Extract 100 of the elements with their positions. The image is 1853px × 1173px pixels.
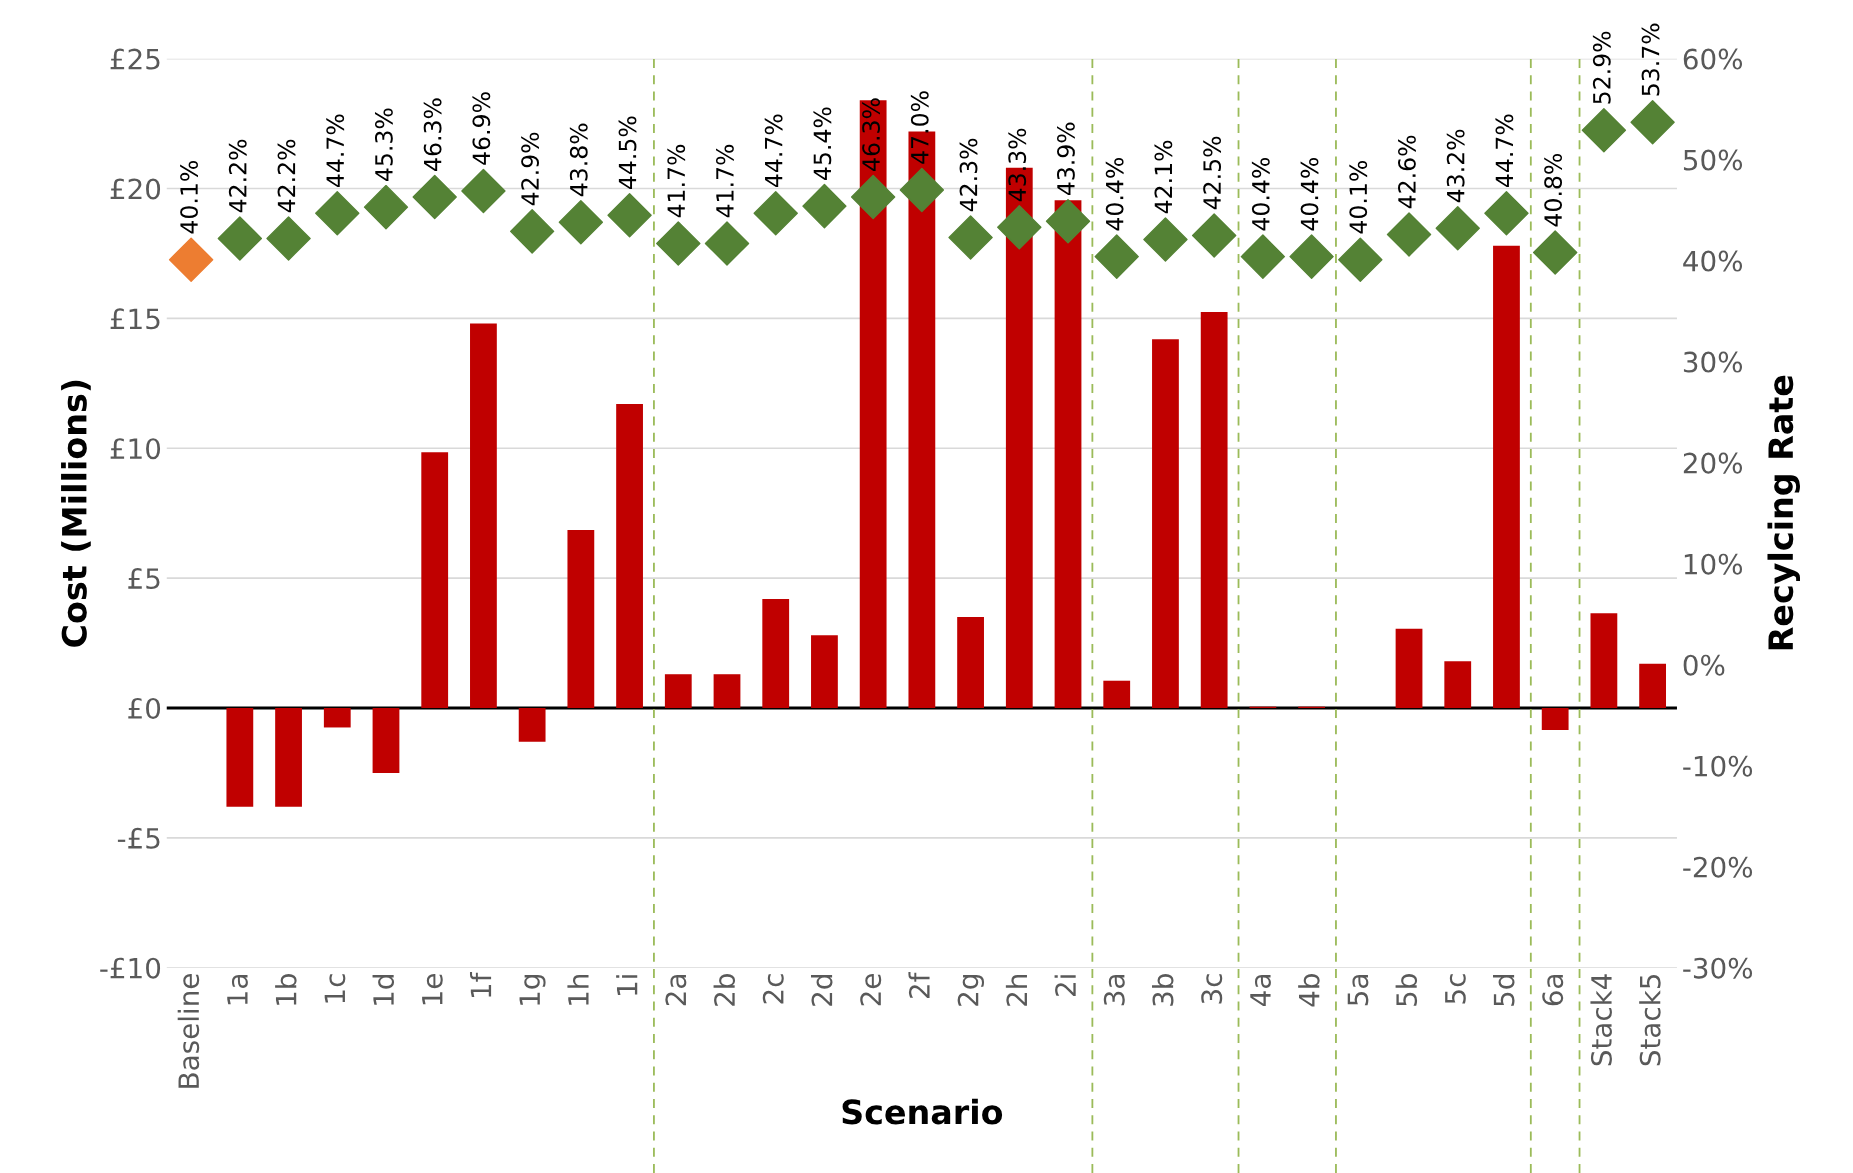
- x-tick-label: 1i: [616, 975, 638, 995]
- x-tick-label: 3a: [1103, 975, 1125, 1006]
- bar: [1200, 311, 1228, 708]
- point: [802, 183, 847, 229]
- point: [997, 205, 1042, 250]
- bar: [811, 635, 838, 708]
- y2-tick-label: 20%: [1683, 452, 1743, 474]
- data-label: 43.2%: [1446, 129, 1465, 203]
- point: [1581, 108, 1627, 153]
- x-tick-label: 3c: [1201, 974, 1223, 1004]
- y2-tick-label: 0%: [1683, 654, 1725, 676]
- data-label: 42.2%: [277, 139, 296, 213]
- data-label: 42.5%: [1203, 136, 1222, 210]
- y-tick-label: -£10: [100, 957, 161, 979]
- data-label: 46.9%: [472, 92, 491, 165]
- y-tick-label: £20: [110, 178, 161, 200]
- bar: [1395, 628, 1423, 708]
- x-tick-label: 2e: [860, 974, 882, 1006]
- x-tick-label: 5d: [1493, 975, 1515, 1006]
- point: [1630, 100, 1675, 145]
- bar: [226, 707, 254, 807]
- y-tick-label: £15: [110, 308, 160, 330]
- bar: [1493, 245, 1520, 708]
- point: [948, 215, 993, 260]
- point: [1435, 206, 1480, 251]
- x-tick-label: 4b: [1298, 974, 1320, 1007]
- data-label: 40.4%: [1300, 157, 1319, 231]
- point: [168, 237, 214, 282]
- x-tick-label: 2f: [908, 972, 930, 998]
- data-label: 45.4%: [813, 107, 832, 180]
- y2-tick-label: 30%: [1683, 351, 1743, 373]
- bar: [1590, 613, 1618, 708]
- data-label: 43.8%: [569, 123, 588, 197]
- data-label: 52.9%: [1592, 31, 1611, 104]
- data-label: 47.0%: [910, 91, 929, 164]
- x-tick-label: 2h: [1005, 974, 1027, 1006]
- point: [753, 190, 798, 236]
- point: [266, 216, 311, 261]
- data-label: 40.1%: [1349, 160, 1368, 234]
- x-tick-label: 1f: [469, 972, 492, 997]
- x-tick-label: 6a: [1542, 975, 1564, 1006]
- data-label: 40.1%: [180, 160, 198, 234]
- data-label: 42.2%: [228, 139, 247, 213]
- x-tick-label: 2a: [665, 975, 687, 1006]
- data-label: 44.7%: [326, 114, 345, 188]
- point: [1532, 230, 1578, 275]
- bar: [616, 404, 643, 708]
- data-label: 44.7%: [1495, 114, 1514, 188]
- x-tick-label: 1g: [519, 975, 546, 1005]
- point: [509, 209, 555, 254]
- bar: [1444, 661, 1472, 708]
- data-label: 40.8%: [1544, 153, 1563, 227]
- x-tick-label: 4a: [1250, 975, 1271, 1006]
- x-tick-label: 1a: [227, 975, 248, 1005]
- point: [656, 221, 701, 266]
- data-label: 40.4%: [1251, 157, 1270, 231]
- data-label: 46.3%: [423, 98, 442, 171]
- point: [315, 190, 360, 236]
- y2-tick-label: -20%: [1683, 856, 1753, 878]
- bar: [713, 674, 741, 708]
- y2-tick-label: 50%: [1683, 149, 1743, 171]
- x-tick-label: 5c: [1445, 974, 1466, 1004]
- point: [1143, 217, 1188, 262]
- bar: [1054, 200, 1082, 708]
- bar: [859, 100, 887, 708]
- x-tick-label: 2b: [713, 974, 736, 1006]
- x-tick-label: Stack5: [1639, 975, 1661, 1066]
- data-label: 41.7%: [667, 144, 686, 218]
- data-label: 40.4%: [1105, 157, 1124, 231]
- data-label: 42.1%: [1154, 140, 1173, 214]
- x-tick-label: 1b: [275, 974, 297, 1005]
- data-label: 43.9%: [1057, 122, 1075, 196]
- data-label: 53.7%: [1641, 23, 1660, 96]
- bar: [323, 707, 351, 728]
- y2-tick-label: -10%: [1683, 755, 1753, 777]
- x-tick-label: 1c: [324, 974, 346, 1003]
- y-tick-label: £10: [110, 438, 161, 460]
- bar: [470, 323, 497, 708]
- bar: [1152, 339, 1179, 708]
- point: [1386, 212, 1432, 257]
- x-tick-label: 5a: [1347, 975, 1369, 1006]
- x-tick-label: 2g: [957, 975, 985, 1006]
- point: [850, 174, 896, 220]
- bar: [1103, 680, 1131, 708]
- bar: [664, 674, 692, 708]
- x-axis-title: Scenario: [842, 1098, 1003, 1125]
- point: [363, 184, 409, 230]
- x-tick-label: 2c: [762, 974, 784, 1004]
- data-label: 44.7%: [764, 114, 783, 188]
- y2-tick-label: 40%: [1683, 250, 1743, 272]
- data-label: 42.6%: [1398, 135, 1416, 209]
- data-label: 45.3%: [374, 108, 393, 181]
- y2-axis-title: Recylcing Rate: [1767, 375, 1800, 650]
- point: [461, 168, 506, 214]
- y2-tick-label: 10%: [1684, 553, 1743, 575]
- x-tick-label: 1e: [422, 974, 443, 1005]
- y-tick-label: -£5: [117, 827, 160, 849]
- point: [1240, 234, 1286, 279]
- x-tick-label: 1d: [372, 975, 395, 1005]
- point: [899, 167, 945, 213]
